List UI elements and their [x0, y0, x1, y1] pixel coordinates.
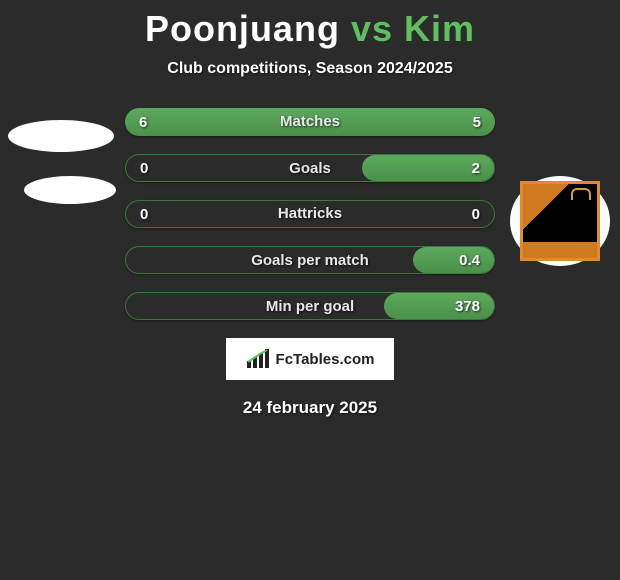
stats-container: 6Matches50Goals20Hattricks0Goals per mat… [125, 108, 495, 320]
vs-label: vs [351, 8, 393, 49]
stat-row: Min per goal378 [125, 292, 495, 320]
club-badge [520, 181, 600, 261]
stat-label: Hattricks [126, 200, 494, 228]
club-left-ellipse-2 [24, 176, 116, 204]
club-right-badge-container [510, 176, 610, 266]
stat-right-value: 378 [455, 293, 480, 321]
player1-name: Poonjuang [145, 8, 340, 49]
stat-row: 0Hattricks0 [125, 200, 495, 228]
subtitle: Club competitions, Season 2024/2025 [0, 60, 620, 78]
player2-name: Kim [404, 8, 475, 49]
stat-label: Matches [125, 108, 495, 136]
stat-right-value: 0 [472, 206, 480, 223]
stat-row: 0Goals2 [125, 154, 495, 182]
stat-label: Goals [126, 155, 494, 183]
club-left-ellipse-1 [8, 120, 114, 152]
stat-right-value: 2 [472, 155, 480, 183]
stat-row: 6Matches5 [125, 108, 495, 136]
stat-label: Min per goal [126, 293, 494, 321]
page-title: Poonjuang vs Kim [0, 0, 620, 50]
footer-date: 24 february 2025 [0, 398, 620, 418]
stat-right-value: 0.4 [459, 247, 480, 275]
stat-label: Goals per match [126, 247, 494, 275]
fctables-logo[interactable]: FcTables.com [226, 338, 394, 380]
bars-icon [246, 349, 270, 369]
logo-text: FcTables.com [276, 351, 375, 368]
stat-row: Goals per match0.4 [125, 246, 495, 274]
stat-right-value: 5 [473, 114, 481, 131]
